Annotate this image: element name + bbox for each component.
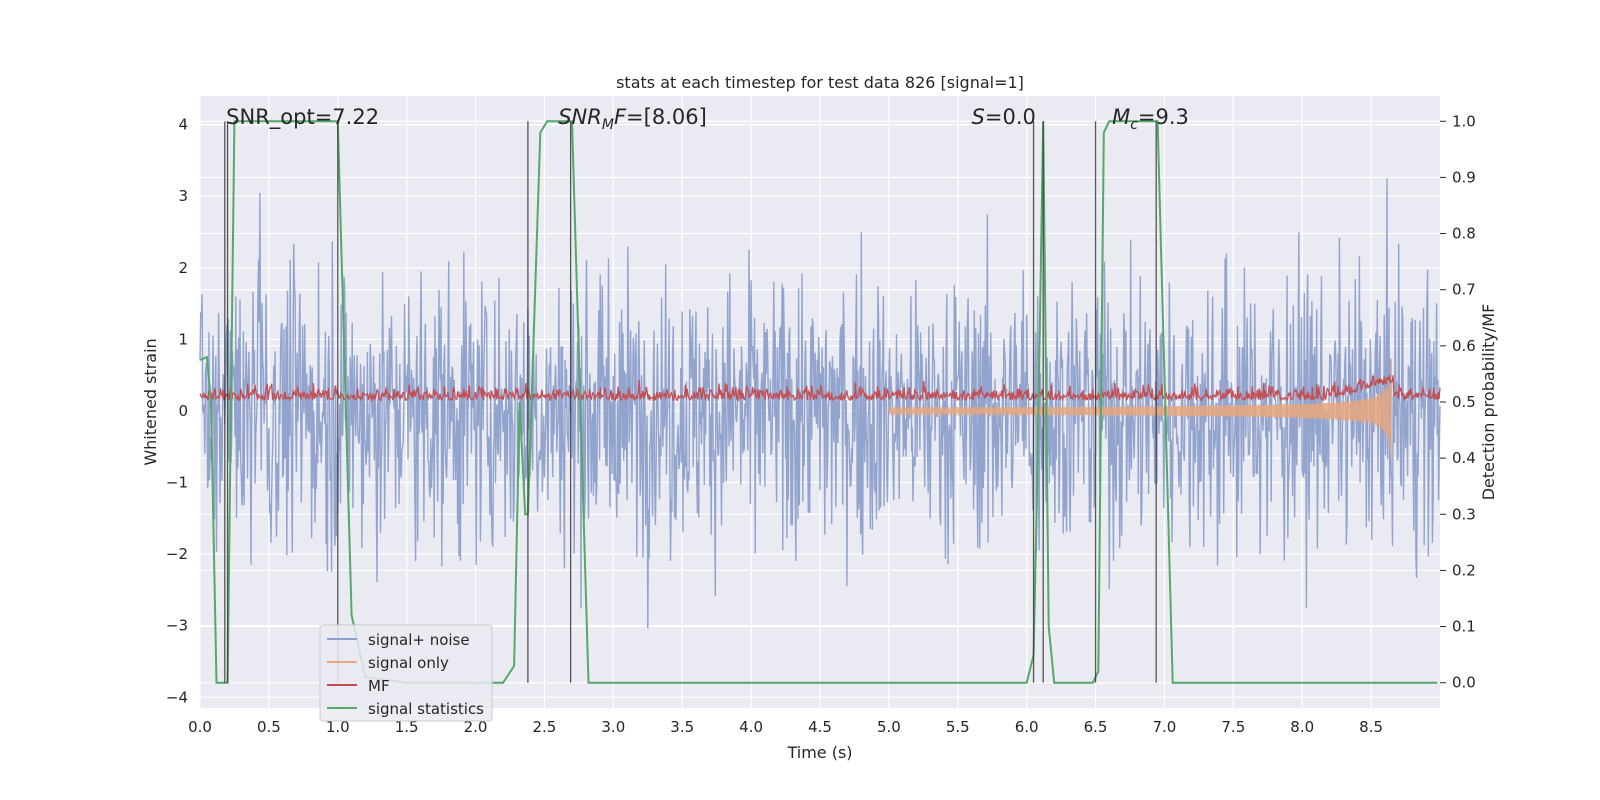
y2-tick-label: 0.7 [1452,281,1476,299]
y2-tick-label: 0.9 [1452,168,1476,186]
series-layer [199,120,1441,684]
y-tick-label: −2 [166,545,188,563]
annotation-2: S=0.0 [972,105,1036,129]
x-tick-label: 6.0 [1015,718,1039,736]
x-axis-label: Time (s) [786,743,852,762]
x-tick-label: 5.5 [946,718,970,736]
y2-tick-label: 0.1 [1452,618,1476,636]
x-tick-label: 0.5 [257,718,281,736]
x-tick-label: 2.5 [533,718,557,736]
y2-tick-label: 0.3 [1452,505,1476,523]
x-tick-label: 7.0 [1153,718,1177,736]
x-tick-label: 1.0 [326,718,350,736]
x-tick-labels: 0.0 0.5 1.0 1.5 2.0 2.5 3.0 3.5 4.0 4.5 5.0 5.5 6.0 6… [188,718,1383,736]
y2-tick-label: 0.2 [1452,561,1476,579]
annotation-1: SNRMF=[8.06] [558,105,707,133]
y-tick-label: 0 [178,402,188,420]
legend-label-signal-statistics: signal statistics [368,700,484,718]
x-tick-label: 4.0 [739,718,763,736]
y2-tick-label: 0.0 [1452,674,1476,692]
annotation-3: Mc=9.3 [1112,105,1189,133]
annotations: SNR_opt=7.22 SNRMF=[8.06] S=0.0 Mc=9.3 [226,105,1189,133]
annotation-0: SNR_opt=7.22 [226,105,379,130]
x-tick-label: 4.5 [808,718,832,736]
series-signal-only [888,358,1392,460]
y-tick-label: 3 [178,187,188,205]
legend-box [319,624,493,722]
legend-label-mf: MF [368,677,390,695]
y-tick-label: −1 [166,474,188,492]
x-tick-label: 1.5 [395,718,419,736]
x-tick-label: 5.0 [877,718,901,736]
legend-label-signal-only: signal only [368,654,449,672]
y2-tick-label: 1.0 [1452,112,1476,130]
series-mf [199,374,1441,403]
x-tick-label: 7.5 [1221,718,1245,736]
x-tick-label: 8.5 [1359,718,1383,736]
x-tick-label: 6.5 [1084,718,1108,736]
x-tick-label: 0.0 [188,718,212,736]
y-tick-label: 2 [178,259,188,277]
x-tick-label: 2.0 [464,718,488,736]
y-axis-label: Whitened strain [141,338,160,465]
y2-tick-label: 0.6 [1452,337,1476,355]
y-tick-label: −3 [166,617,188,635]
y-tick-label: −4 [166,688,188,706]
y-tick-labels: 4 3 2 1 0 −1 −2 −3 −4 [166,116,188,707]
y-tick-label: 1 [178,330,188,348]
legend: signal+ noise signal only MF signal stat… [319,624,493,722]
series-signal-plus-noise [199,178,1441,629]
legend-label-signal-noise: signal+ noise [368,631,470,649]
y2-tick-labels: 1.0 0.9 0.8 0.7 0.6 0.5 0.4 0.3 0.2 0.1 0.0 [1452,112,1476,691]
x-tick-label: 3.5 [670,718,694,736]
x-tick-label: 8.0 [1290,718,1314,736]
x-tick-label: 3.0 [601,718,625,736]
chart-title: stats at each timestep for test data 826… [616,73,1024,92]
y2-tick-label: 0.8 [1452,225,1476,243]
y2-axis-label: Detection probability/MF [1479,304,1498,501]
vertical-markers [224,121,1157,683]
y2-tick-label: 0.5 [1452,393,1476,411]
y-tick-label: 4 [178,116,188,134]
y2-tick-label: 0.4 [1452,449,1476,467]
